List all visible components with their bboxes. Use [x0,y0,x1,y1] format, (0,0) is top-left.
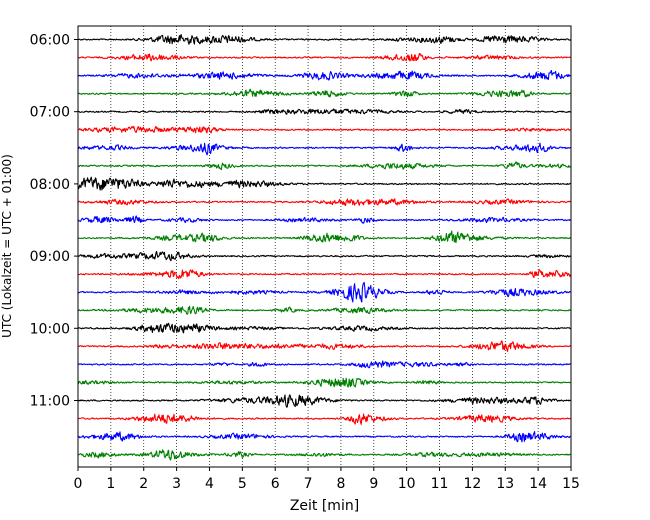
x-axis-label: Zeit [min] [290,498,359,514]
trace-line [77,125,571,134]
x-tick-label: 9 [369,476,378,492]
x-tick-label: 5 [238,476,247,492]
x-tick-label: 10 [398,476,416,492]
x-tick-label: 12 [463,476,481,492]
trace-line [77,176,571,191]
trace-line [77,215,572,224]
x-tick-label: 8 [336,476,345,492]
trace-line [77,281,571,303]
trace-line [77,161,571,171]
trace-line [77,142,571,156]
y-tick-label: 06:00 [30,33,70,49]
x-tick-label: 0 [74,476,83,492]
y-axis-ticks: 06:00 07:00 08:00 09:00 10:00 11:00 [30,33,78,410]
trace-line [77,250,571,262]
x-tick-label: 14 [529,476,547,492]
x-tick-label: 6 [271,476,280,492]
x-tick-label: 3 [172,476,181,492]
x-tick-label: 4 [205,476,214,492]
trace-line [77,360,571,369]
seismogram-traces [77,34,572,461]
x-tick-label: 11 [431,476,449,492]
trace-line [77,449,571,461]
y-tick-label: 10:00 [30,321,70,337]
y-tick-label: 09:00 [30,249,70,265]
trace-line [77,322,571,334]
x-tick-label: 7 [304,476,313,492]
trace-line [77,305,571,315]
trace-line [77,394,571,408]
trace-line [77,198,572,207]
x-axis-ticks: 0 1 2 3 4 5 6 7 8 9 10 11 12 13 14 15 [74,467,580,492]
trace-line [77,413,571,425]
x-tick-label: 13 [496,476,514,492]
trace-line [77,230,572,244]
trace-line [77,69,571,81]
trace-line [77,34,572,45]
y-tick-label: 08:00 [30,177,70,193]
x-tick-label: 15 [562,476,580,492]
trace-line [77,88,571,98]
y-axis-label: UTC (Lokalzeit = UTC + 01:00) [0,154,14,338]
trace-line [77,431,571,443]
trace-line [77,340,572,352]
trace-line [77,52,571,62]
y-tick-label: 07:00 [30,105,70,121]
y-tick-label: 11:00 [30,394,70,410]
x-tick-label: 1 [106,476,115,492]
trace-line [77,377,571,388]
trace-line [77,108,571,115]
plot-frame [77,25,572,468]
trace-line [77,269,572,280]
x-tick-label: 2 [139,476,148,492]
